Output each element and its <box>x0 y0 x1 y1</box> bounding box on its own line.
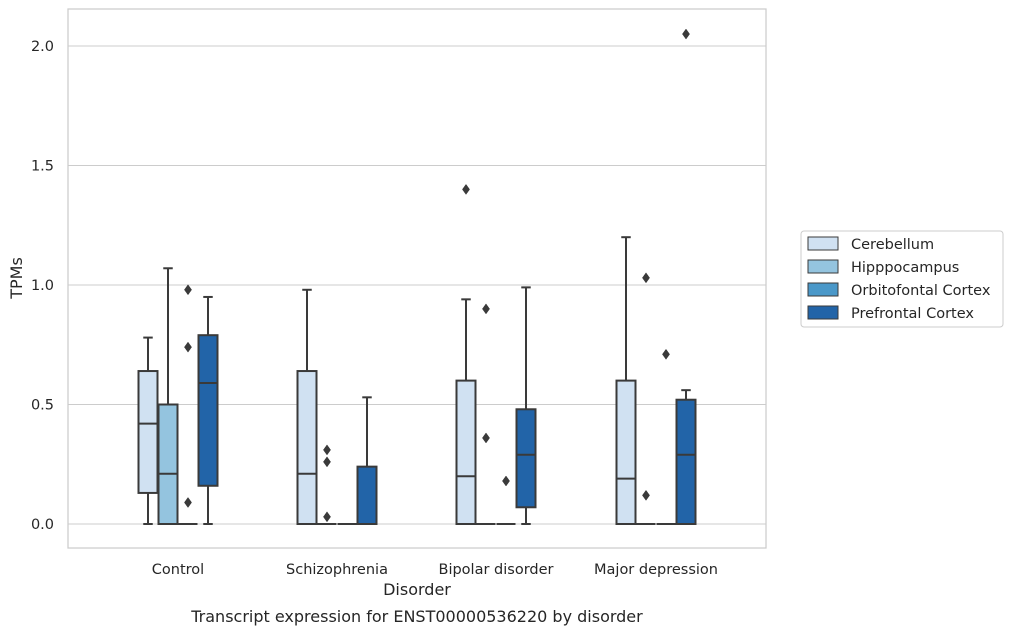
box-rect <box>615 379 637 525</box>
box-rect <box>356 465 378 526</box>
box-hipppocampus <box>157 267 179 525</box>
box-prefrontal-cortex <box>197 295 219 525</box>
x-tick-label: Control <box>152 562 204 578</box>
y-tick-label: 2.0 <box>31 39 54 55</box>
y-tick-label: 0.5 <box>31 398 54 414</box>
chart-caption: Transcript expression for ENST0000053622… <box>190 607 643 626</box>
plot-frame <box>67 8 767 549</box>
box-prefrontal-cortex <box>675 28 697 525</box>
outlier-point <box>323 444 331 456</box>
box-orbitofontal-cortex <box>496 475 516 525</box>
outlier-point <box>462 183 470 195</box>
outlier-point <box>184 284 192 296</box>
box-cerebellum <box>137 336 159 525</box>
legend: Cerebellum Hipppocampus Orbitofontal Corte… <box>800 230 1004 328</box>
box-rect <box>157 403 179 525</box>
legend-label: Prefrontal Cortex <box>851 306 974 322</box>
y-tick-label: 0.0 <box>31 517 54 533</box>
outlier-point <box>323 456 331 468</box>
box-hipppocampus <box>476 303 496 525</box>
x-tick-label: Major depression <box>594 562 718 578</box>
box-hipppocampus <box>636 272 656 525</box>
boxes <box>137 28 697 526</box>
box-rect <box>515 408 537 509</box>
box-prefrontal-cortex <box>515 286 537 525</box>
outlier-point <box>323 511 331 523</box>
box-cerebellum <box>455 183 477 525</box>
legend-frame <box>800 230 1004 328</box>
outlier-point <box>682 28 690 40</box>
box-rect <box>296 370 318 526</box>
y-tick-label: 1.5 <box>31 159 54 175</box>
outlier-point <box>662 348 670 360</box>
y-tick-labels: 0.0 0.5 1.0 1.5 2.0 <box>31 39 54 533</box>
x-axis-label: Disorder <box>383 580 451 599</box>
box-prefrontal-cortex <box>356 396 378 526</box>
x-tick-label: Bipolar disorder <box>439 562 554 578</box>
legend-swatch <box>807 282 839 297</box>
legend-swatch <box>807 259 839 274</box>
y-tick-label: 1.0 <box>31 278 54 294</box>
outlier-point <box>642 489 650 501</box>
box-rect <box>675 398 697 525</box>
outlier-point <box>482 432 490 444</box>
box-hipppocampus <box>317 444 337 525</box>
x-tick-labels: Control Schizophrenia Bipolar disorder Majo… <box>152 562 718 578</box>
legend-label: Orbitofontal Cortex <box>851 283 991 299</box>
outlier-point <box>184 341 192 353</box>
box-rect <box>455 379 477 525</box>
box-orbitofontal-cortex <box>656 348 676 525</box>
box-rect <box>137 370 159 494</box>
box-rect <box>197 334 219 487</box>
legend-swatch <box>807 305 839 320</box>
outlier-point <box>642 272 650 284</box>
legend-label: Cerebellum <box>851 237 934 253</box>
outlier-point <box>502 475 510 487</box>
outlier-point <box>482 303 490 315</box>
outlier-point <box>184 497 192 508</box>
legend-swatch <box>807 236 839 251</box>
legend-label: Hipppocampus <box>851 260 959 276</box>
box-orbitofontal-cortex <box>178 284 198 525</box>
box-cerebellum <box>615 236 637 525</box>
y-axis-label: TPMs <box>7 257 26 300</box>
box-cerebellum <box>296 288 318 526</box>
x-tick-label: Schizophrenia <box>286 562 388 578</box>
